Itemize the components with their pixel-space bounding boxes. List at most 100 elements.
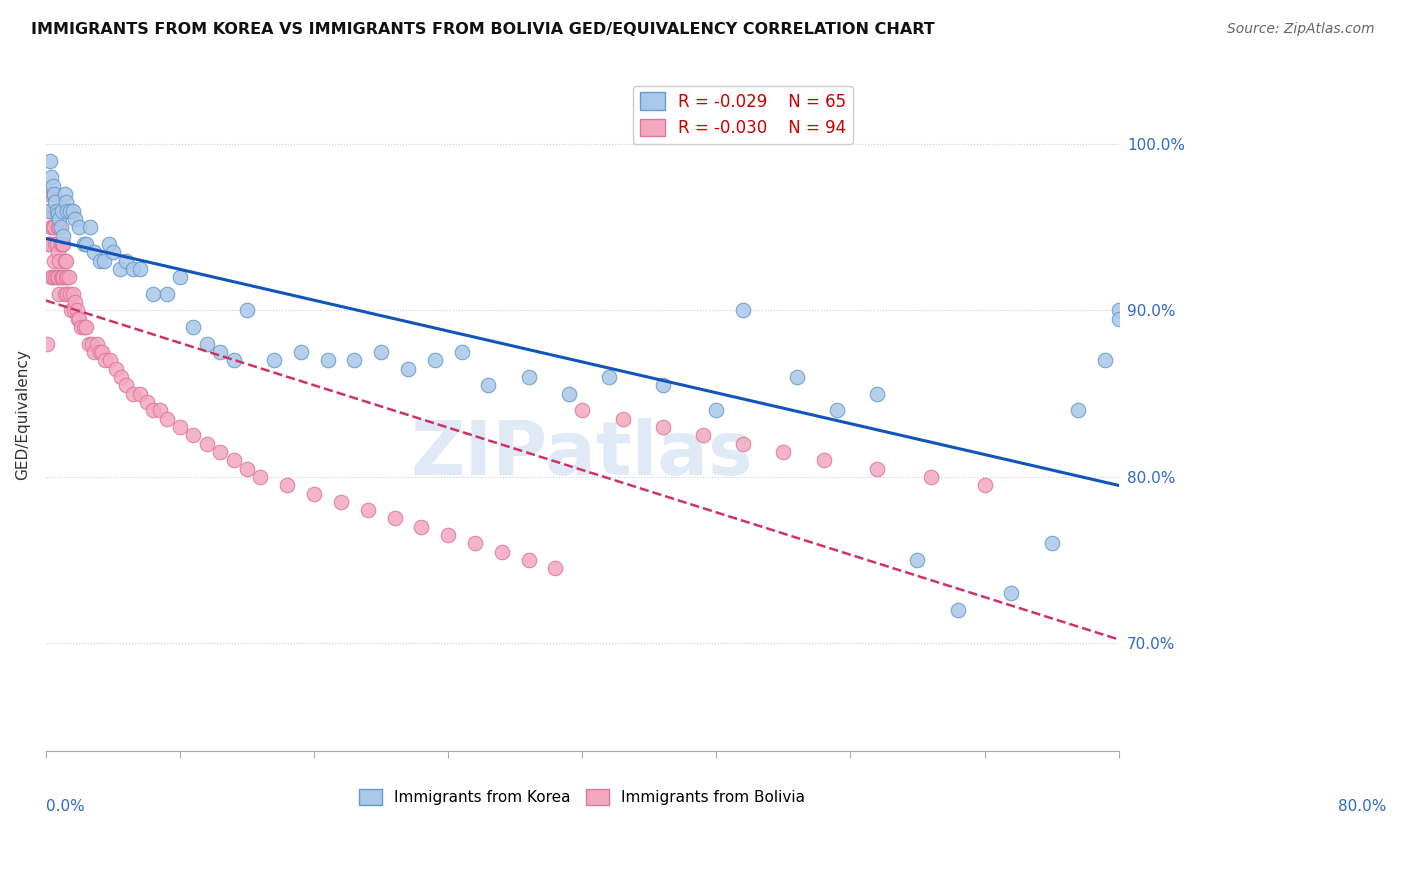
Point bbox=[813, 453, 835, 467]
Point bbox=[89, 345, 111, 359]
Point bbox=[38, 186, 60, 201]
Point bbox=[149, 403, 172, 417]
Point bbox=[41, 186, 63, 201]
Point bbox=[558, 386, 581, 401]
Point bbox=[42, 253, 65, 268]
Point bbox=[128, 386, 150, 401]
Point bbox=[46, 270, 69, 285]
Point bbox=[209, 345, 232, 359]
Point bbox=[115, 378, 138, 392]
Point bbox=[79, 220, 101, 235]
Point bbox=[491, 545, 513, 559]
Point bbox=[651, 378, 673, 392]
Point bbox=[437, 528, 460, 542]
Point bbox=[39, 153, 62, 168]
Point bbox=[156, 411, 179, 425]
Point bbox=[63, 303, 86, 318]
Point bbox=[41, 178, 63, 193]
Point bbox=[357, 503, 380, 517]
Point bbox=[53, 186, 76, 201]
Point bbox=[384, 511, 406, 525]
Point bbox=[195, 436, 218, 450]
Point bbox=[55, 195, 77, 210]
Point bbox=[58, 270, 80, 285]
Point bbox=[128, 261, 150, 276]
Point bbox=[44, 270, 66, 285]
Point bbox=[39, 203, 62, 218]
Point bbox=[59, 286, 82, 301]
Point bbox=[733, 436, 755, 450]
Point bbox=[46, 220, 69, 235]
Point bbox=[236, 303, 259, 318]
Point bbox=[571, 403, 593, 417]
Point bbox=[544, 561, 567, 575]
Text: 80.0%: 80.0% bbox=[1339, 798, 1386, 814]
Point bbox=[48, 211, 70, 226]
Point bbox=[62, 203, 84, 218]
Point bbox=[72, 320, 94, 334]
Point bbox=[692, 428, 714, 442]
Point bbox=[44, 236, 66, 251]
Point bbox=[135, 395, 157, 409]
Point bbox=[41, 270, 63, 285]
Point bbox=[69, 311, 91, 326]
Point bbox=[41, 220, 63, 235]
Point bbox=[1040, 536, 1063, 550]
Point bbox=[236, 461, 259, 475]
Point bbox=[411, 520, 433, 534]
Point bbox=[46, 245, 69, 260]
Point bbox=[51, 236, 73, 251]
Point bbox=[195, 336, 218, 351]
Point bbox=[907, 553, 929, 567]
Point bbox=[51, 203, 73, 218]
Point bbox=[1067, 403, 1090, 417]
Point bbox=[38, 203, 60, 218]
Point bbox=[67, 311, 90, 326]
Legend: R = -0.029    N = 65, R = -0.030    N = 94: R = -0.029 N = 65, R = -0.030 N = 94 bbox=[633, 86, 853, 144]
Point bbox=[62, 286, 84, 301]
Point bbox=[42, 186, 65, 201]
Point bbox=[41, 270, 63, 285]
Point bbox=[80, 336, 103, 351]
Point bbox=[142, 403, 165, 417]
Point bbox=[772, 445, 794, 459]
Point bbox=[1094, 353, 1116, 368]
Point bbox=[115, 253, 138, 268]
Point bbox=[69, 220, 91, 235]
Point bbox=[94, 353, 117, 368]
Point bbox=[65, 295, 87, 310]
Point bbox=[86, 336, 108, 351]
Point bbox=[249, 470, 271, 484]
Point bbox=[517, 370, 540, 384]
Point bbox=[477, 378, 499, 392]
Point bbox=[329, 495, 352, 509]
Point bbox=[65, 211, 87, 226]
Point bbox=[98, 236, 121, 251]
Point bbox=[69, 320, 91, 334]
Point bbox=[946, 603, 969, 617]
Point bbox=[222, 353, 245, 368]
Point bbox=[83, 345, 105, 359]
Y-axis label: GED/Equivalency: GED/Equivalency bbox=[15, 349, 30, 480]
Point bbox=[316, 353, 339, 368]
Point bbox=[1000, 586, 1022, 600]
Point bbox=[56, 203, 79, 218]
Point bbox=[104, 361, 127, 376]
Point bbox=[517, 553, 540, 567]
Point bbox=[56, 270, 79, 285]
Point bbox=[169, 420, 191, 434]
Point bbox=[920, 470, 942, 484]
Point bbox=[825, 403, 848, 417]
Point bbox=[973, 478, 995, 492]
Point bbox=[183, 320, 205, 334]
Point bbox=[52, 270, 75, 285]
Point bbox=[45, 270, 67, 285]
Text: ZIPatlas: ZIPatlas bbox=[411, 418, 754, 491]
Point bbox=[37, 336, 59, 351]
Point bbox=[370, 345, 392, 359]
Point bbox=[108, 261, 131, 276]
Point bbox=[39, 236, 62, 251]
Point bbox=[89, 253, 111, 268]
Point bbox=[41, 170, 63, 185]
Point bbox=[48, 286, 70, 301]
